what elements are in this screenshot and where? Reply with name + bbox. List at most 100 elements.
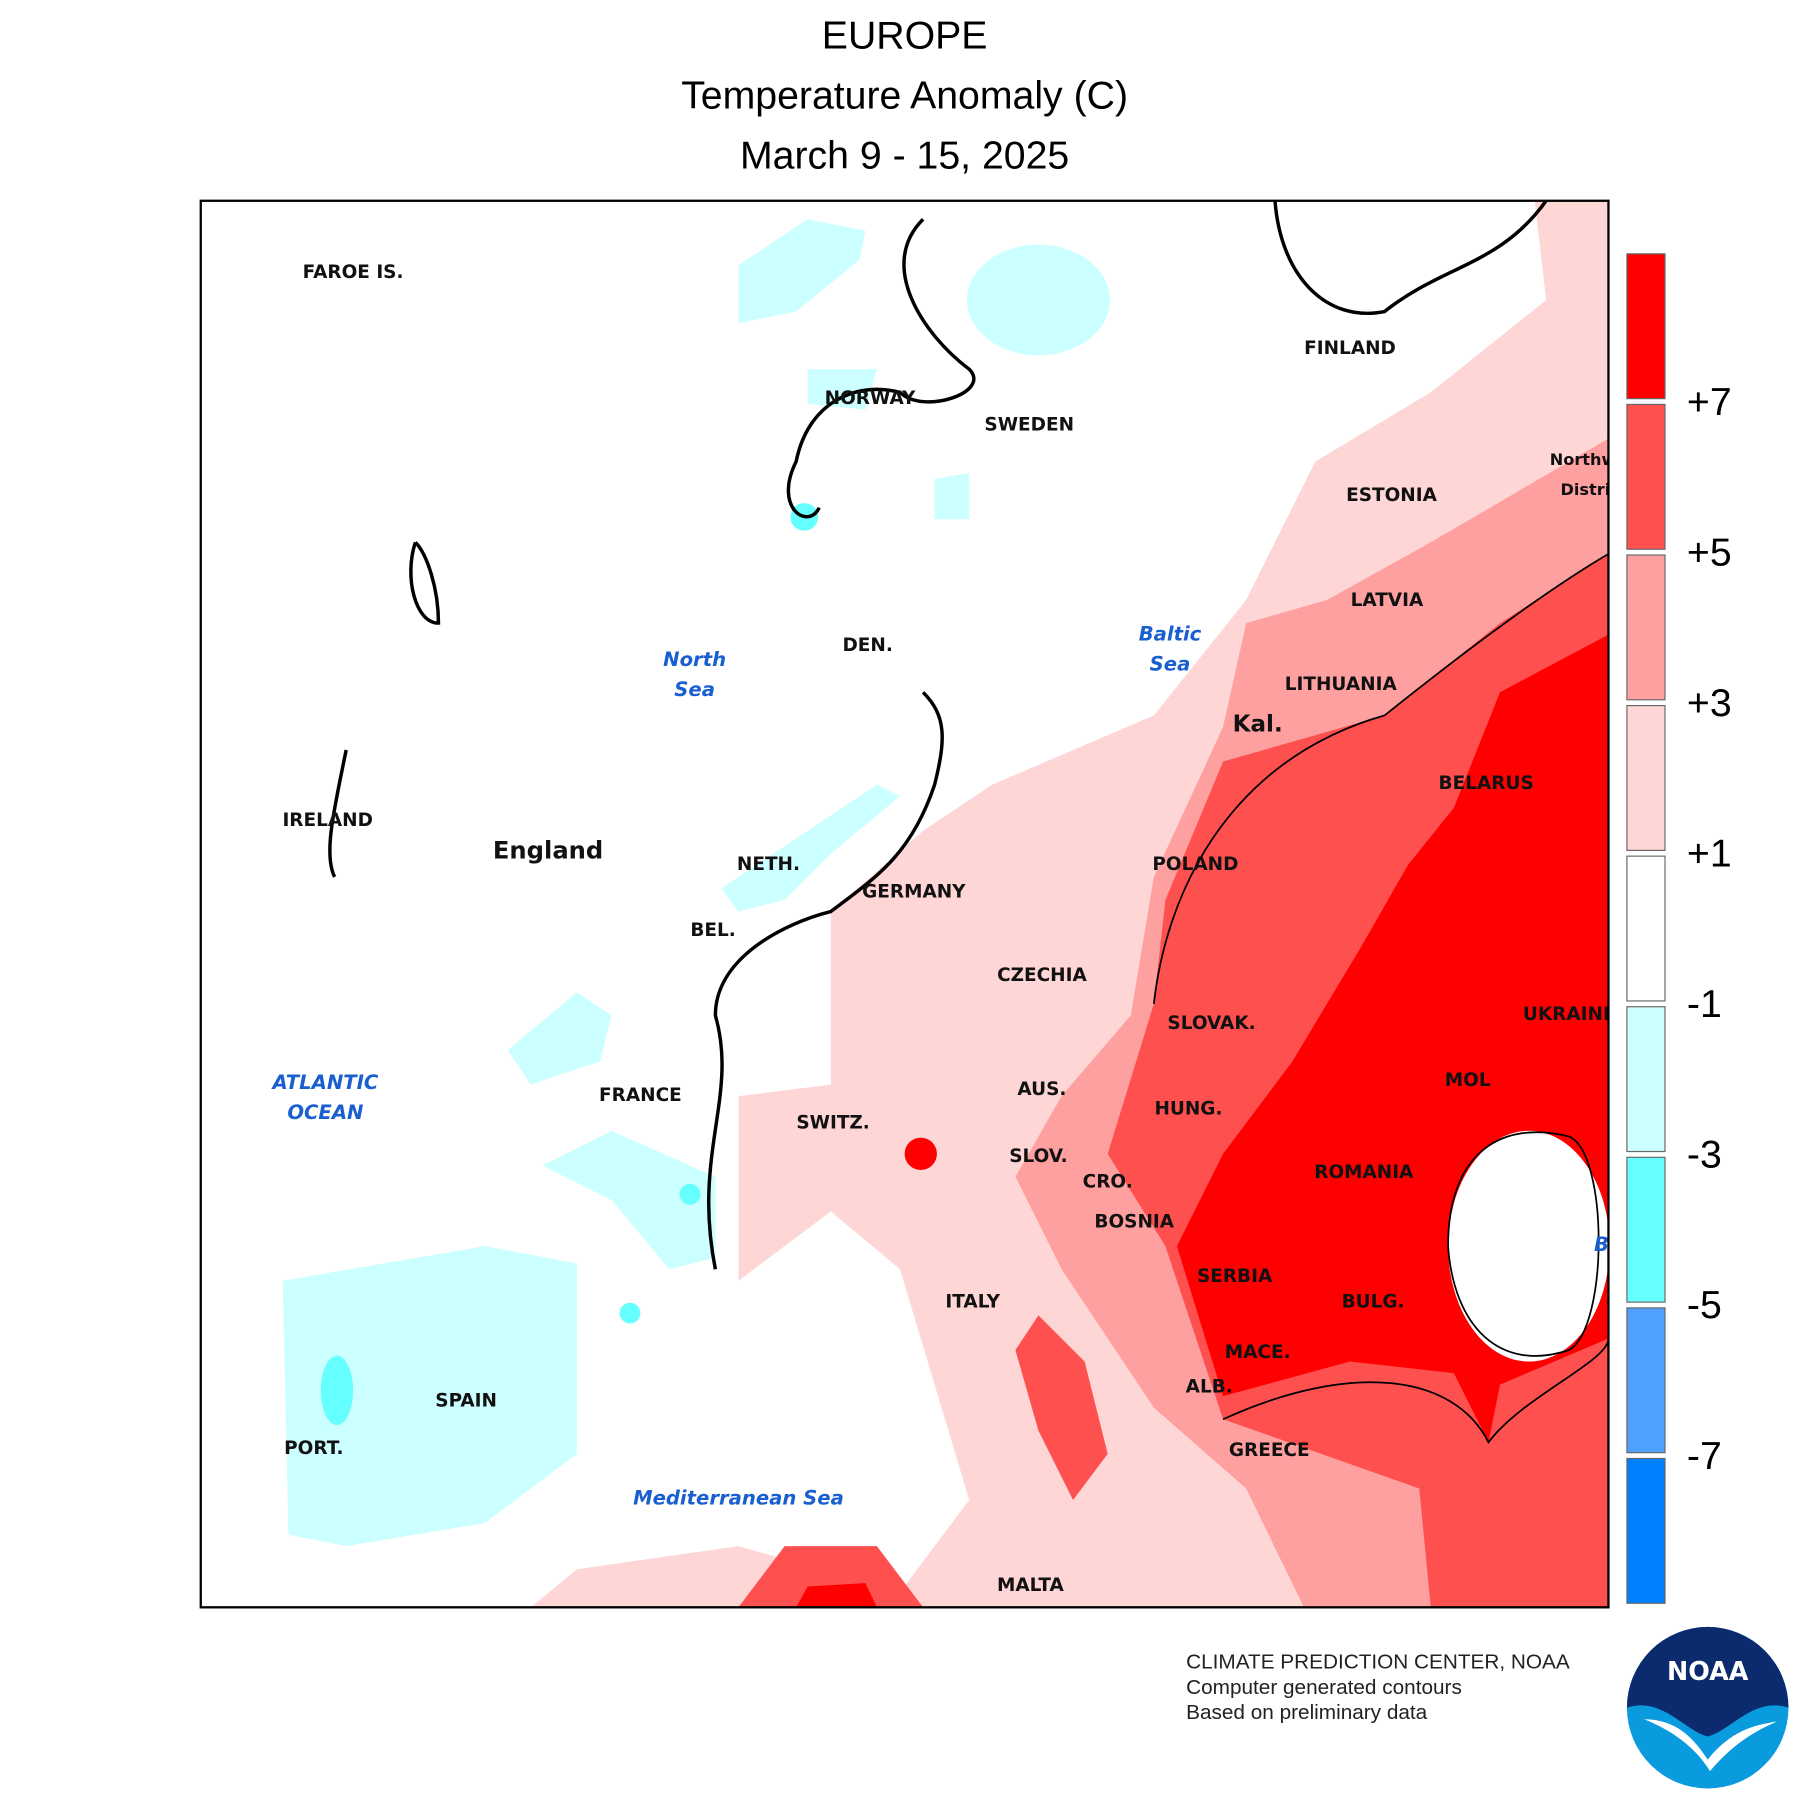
legend: +7 +5 +3 +1 -1 -3 -5 -7 — [1626, 253, 1732, 1604]
sea-label: B — [1594, 1233, 1609, 1256]
map-label: GERMANY — [862, 882, 966, 903]
map: FAROE IS. NORWAY SWEDEN FINLAND ESTONIA … — [270, 200, 1617, 1608]
sea-label: OCEAN — [287, 1101, 363, 1124]
anomaly-region — [721, 784, 900, 912]
legend-swatch — [1626, 705, 1666, 851]
legend-swatch — [1626, 855, 1666, 1002]
map-label: AUS. — [1017, 1079, 1066, 1100]
map-label: Northw — [1550, 450, 1617, 469]
sea-label: ATLANTIC — [270, 1071, 378, 1094]
contour — [786, 218, 976, 519]
map-label: CZECHIA — [997, 965, 1087, 986]
anomaly-region — [904, 1137, 937, 1170]
title: EUROPE — [822, 13, 988, 57]
legend-swatch — [1626, 403, 1666, 550]
map-label: MALTA — [997, 1575, 1065, 1596]
map-label: SPAIN — [435, 1391, 497, 1412]
map-label: MACE. — [1225, 1342, 1291, 1363]
anomaly-region — [934, 473, 970, 520]
map-label: BEL. — [690, 920, 735, 941]
legend-swatch — [1626, 1307, 1666, 1454]
legend-label: +5 — [1687, 530, 1732, 574]
anomaly-region — [807, 369, 877, 410]
legend-swatch — [1626, 554, 1666, 701]
map-label: SWEDEN — [984, 414, 1074, 435]
map-label: NETH. — [737, 854, 800, 875]
map-label: POLAND — [1152, 854, 1238, 875]
map-label: PORT. — [284, 1438, 343, 1459]
sea-label: Baltic — [1139, 622, 1202, 645]
sea-label: Mediterranean Sea — [633, 1487, 844, 1510]
map-label: ESTONIA — [1346, 485, 1437, 506]
noaa-logo: NOAA — [1626, 1626, 1789, 1789]
legend-label: -1 — [1687, 982, 1722, 1026]
legend-swatch — [1626, 1156, 1666, 1303]
footer-line: CLIMATE PREDICTION CENTER, NOAA — [1186, 1650, 1570, 1673]
sea-label: North — [663, 648, 726, 671]
legend-label: +3 — [1687, 681, 1732, 725]
legend-label: +1 — [1687, 832, 1732, 876]
map-label: LITHUANIA — [1285, 674, 1398, 695]
anomaly-region — [320, 1355, 354, 1425]
legend-label: +7 — [1687, 380, 1732, 424]
contour — [1222, 1338, 1609, 1444]
map-label: FRANCE — [599, 1085, 682, 1106]
map-label: SLOV. — [1009, 1146, 1068, 1167]
contour — [1273, 200, 1548, 315]
contour — [409, 541, 441, 625]
map-label: ALB. — [1186, 1377, 1233, 1398]
anomaly-region — [1015, 1315, 1108, 1500]
legend-label: -3 — [1687, 1133, 1722, 1177]
map-label: MOL — [1445, 1070, 1491, 1091]
anomaly-region — [738, 219, 866, 324]
map-label: NORWAY — [825, 388, 916, 409]
map-label: DEN. — [842, 635, 892, 656]
map-label: ROMANIA — [1314, 1162, 1414, 1183]
map-label: England — [493, 836, 603, 864]
map-label: LATVIA — [1351, 590, 1424, 611]
map-label: Kal. — [1233, 712, 1283, 738]
map-label: CRO. — [1083, 1171, 1133, 1192]
map-label: FINLAND — [1304, 338, 1396, 359]
map-label: SERBIA — [1197, 1266, 1273, 1287]
anomaly-region — [966, 244, 1110, 356]
anomaly-region — [679, 1183, 701, 1205]
legend-swatch — [1626, 1006, 1666, 1153]
legend-swatch — [1626, 1457, 1666, 1604]
sea-label: Sea — [674, 678, 715, 701]
map-label: BELARUS — [1439, 773, 1534, 794]
footer-line: Computer generated contours — [1186, 1676, 1462, 1699]
contour — [1152, 553, 1609, 1004]
contour — [328, 749, 348, 878]
coastline — [1447, 1131, 1600, 1357]
anomaly-region — [507, 992, 612, 1085]
legend-label: -5 — [1687, 1283, 1722, 1327]
anomaly-region — [619, 1302, 641, 1324]
contour — [707, 691, 944, 1270]
legend-swatch — [1626, 253, 1666, 400]
map-frame — [199, 199, 1610, 1609]
logo-text: NOAA — [1667, 1656, 1749, 1686]
map-label: GREECE — [1229, 1440, 1310, 1461]
anomaly-region — [738, 1546, 924, 1608]
sea-label: Sea — [1150, 652, 1191, 675]
footer-line: Based on preliminary data — [1186, 1701, 1428, 1724]
map-label: ITALY — [945, 1291, 1000, 1312]
subtitle: Temperature Anomaly (C) — [681, 73, 1128, 117]
date-range: March 9 - 15, 2025 — [740, 133, 1069, 177]
anomaly-region — [282, 1246, 577, 1547]
map-label: FAROE IS. — [303, 262, 404, 283]
anomaly-region — [542, 1130, 716, 1270]
map-label: IRELAND — [282, 810, 372, 831]
map-label: HUNG. — [1154, 1099, 1222, 1120]
map-label: SWITZ. — [796, 1112, 870, 1133]
map-label: SLOVAK. — [1167, 1013, 1255, 1034]
sea — [1448, 1130, 1609, 1362]
map-label: UKRAINE — [1523, 1004, 1616, 1025]
map-label: BULG. — [1342, 1291, 1405, 1312]
map-label: Distri — [1561, 480, 1611, 499]
legend-label: -7 — [1687, 1434, 1722, 1478]
anomaly-region — [796, 1583, 877, 1608]
map-label: BOSNIA — [1094, 1212, 1174, 1233]
